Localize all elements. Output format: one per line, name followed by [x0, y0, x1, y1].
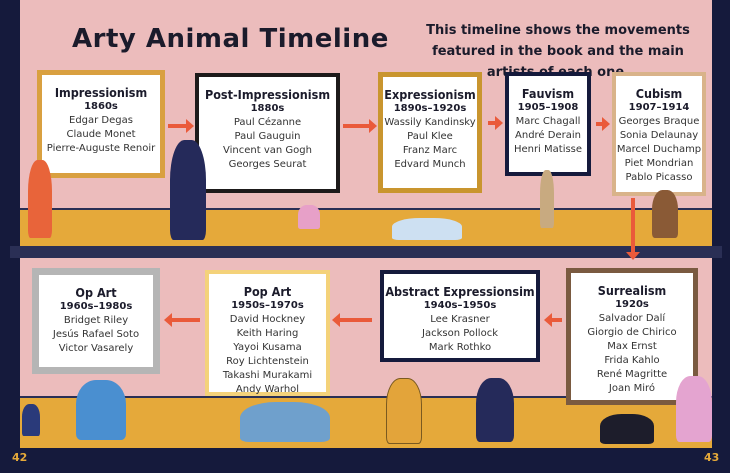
artist: Roy Lichtenstein: [226, 356, 309, 367]
bird-illustration: [76, 380, 126, 440]
movement-dates: 1960s–1980s: [59, 301, 133, 312]
artist: Edvard Munch: [394, 159, 466, 170]
artist: Franz Marc: [402, 145, 458, 156]
arrow-left: [544, 313, 562, 327]
artist: Max Ernst: [607, 341, 657, 352]
page-number-left: 42: [12, 451, 28, 464]
arrow-left: [164, 313, 200, 327]
movement-name: Cubism: [635, 86, 683, 101]
movement-dates: 1920s: [615, 299, 649, 310]
artist: Giorgio de Chirico: [587, 327, 677, 338]
movement-name: Post-Impressionism: [204, 87, 331, 102]
movement-dates: 1950s–1970s: [231, 300, 304, 311]
artist: René Magritte: [596, 369, 668, 380]
arrow-right: [488, 116, 503, 130]
monkey-illustration: [386, 378, 422, 444]
page-number-right: 43: [704, 451, 720, 464]
artist: Lee Krasner: [430, 314, 490, 325]
movement-dates: 1880s: [250, 103, 285, 114]
movement-dates: 1907–1914: [628, 102, 690, 113]
movement-card-pop-art: Pop Art 1950s–1970s David Hockney Keith …: [205, 270, 330, 396]
artist: Takashi Murakami: [222, 370, 313, 381]
artist: Bridget Riley: [63, 315, 129, 326]
artist: Wassily Kandinsky: [384, 117, 476, 128]
upper-floor: [20, 208, 712, 246]
artist: Marcel Duchamp: [616, 144, 702, 155]
artist: Yayoi Kusama: [233, 342, 302, 353]
dog-illustration: [240, 402, 330, 442]
arrow-right: [343, 119, 377, 133]
arrow-right: [168, 119, 194, 133]
movement-dates: 1890s–1920s: [393, 103, 467, 114]
monkey-illustration: [476, 378, 514, 442]
movement-dates: 1860s: [84, 101, 118, 112]
movement-card-op-art: Op Art 1960s–1980s Bridget Riley Jesús R…: [32, 268, 160, 374]
artist: Paul Klee: [407, 131, 453, 142]
bear-illustration: [652, 190, 678, 238]
artist: Salvador Dalí: [598, 313, 666, 324]
movement-card-cubism: Cubism 1907–1914 Georges Braque Sonia De…: [612, 72, 706, 196]
artist: Georges Seurat: [228, 159, 307, 170]
artist: Marc Chagall: [515, 116, 581, 127]
artist: Frida Kahlo: [604, 355, 660, 366]
upper-shelf: [10, 246, 722, 258]
fox-illustration: [28, 160, 52, 238]
artist: Jesús Rafael Soto: [52, 329, 140, 340]
movement-name: Abstract Expressionsim: [385, 284, 535, 299]
arrow-left: [332, 313, 372, 327]
kangaroo-illustration: [170, 140, 206, 240]
arrow-down: [626, 198, 640, 260]
artist: Victor Vasarely: [58, 343, 134, 354]
artist: Joan Miró: [608, 383, 656, 394]
artist: Piet Mondrian: [624, 158, 694, 169]
movement-name: Pop Art: [243, 284, 292, 299]
cat-illustration: [676, 376, 712, 442]
railing: [20, 396, 712, 398]
movement-dates: 1905–1908: [517, 102, 579, 113]
page-title: Arty Animal Timeline: [72, 24, 389, 54]
artist: David Hockney: [229, 314, 306, 325]
artist: Paul Gauguin: [234, 131, 301, 142]
movement-card-abstract-expressionism: Abstract Expressionsim 1940s–1950s Lee K…: [380, 270, 540, 362]
artist: Keith Haring: [236, 328, 299, 339]
movement-card-surrealism: Surrealism 1920s Salvador Dalí Giorgio d…: [566, 268, 698, 405]
artist: Pierre-Auguste Renoir: [46, 143, 156, 154]
artist: Andy Warhol: [235, 384, 300, 395]
movement-name: Impressionism: [54, 85, 148, 100]
artist: Georges Braque: [618, 116, 700, 127]
arrow-right: [596, 117, 610, 131]
backpack-illustration: [298, 205, 320, 229]
artist: André Derain: [515, 130, 581, 141]
artist: Henri Matisse: [513, 144, 583, 155]
movement-dates: 1940s–1950s: [423, 300, 497, 311]
railing: [20, 208, 712, 210]
movement-card-fauvism: Fauvism 1905–1908 Marc Chagall André Der…: [505, 72, 591, 176]
movement-card-expressionism: Expressionism 1890s–1920s Wassily Kandin…: [378, 72, 482, 193]
artist: Claude Monet: [66, 129, 136, 140]
artist: Jackson Pollock: [422, 328, 498, 339]
movement-name: Op Art: [75, 285, 117, 300]
movement-name: Expressionism: [384, 87, 476, 102]
penguin-illustration: [22, 404, 40, 436]
artist: Sonia Delaunay: [619, 130, 699, 141]
artist: Paul Cézanne: [233, 117, 302, 128]
artist: Edgar Degas: [69, 115, 133, 126]
movement-card-impressionism: Impressionism 1860s Edgar Degas Claude M…: [37, 70, 165, 178]
artist: Vincent van Gogh: [223, 145, 312, 156]
mouse-illustration: [540, 170, 554, 228]
movement-card-post-impressionism: Post-Impressionism 1880s Paul Cézanne Pa…: [195, 73, 340, 193]
movement-name: Fauvism: [521, 86, 575, 101]
cat-illustration: [600, 414, 654, 444]
artist: Pablo Picasso: [625, 172, 693, 183]
artist: Mark Rothko: [428, 342, 492, 353]
movement-name: Surrealism: [597, 283, 667, 298]
sleeping-animal-illustration: [392, 218, 462, 240]
